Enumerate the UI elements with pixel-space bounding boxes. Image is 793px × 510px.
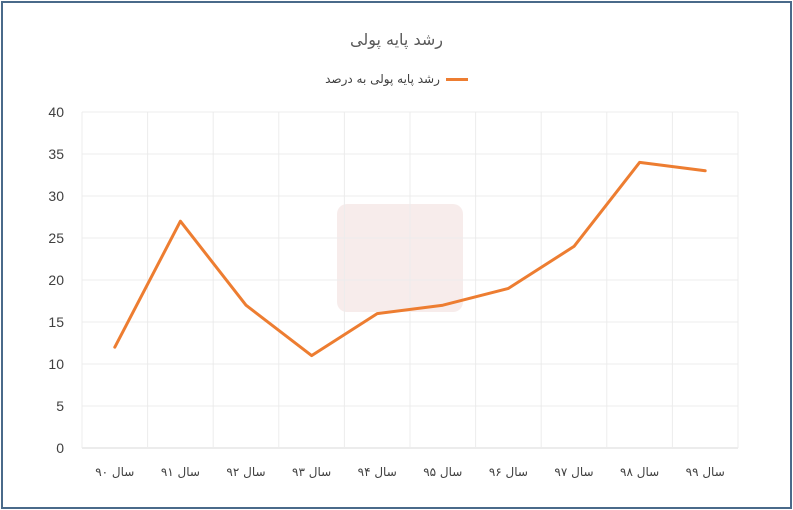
data-point [704,169,707,172]
chart-title: رشد پایه پولی [350,30,443,49]
data-point [376,312,379,315]
y-tick-label: 10 [48,356,64,372]
data-point [507,287,510,290]
data-point [244,304,248,307]
x-tick-label: سال ۹۷ [554,465,593,479]
x-tick-label: سال ۹۶ [489,465,528,479]
y-tick-label: 15 [48,314,64,330]
data-point [638,161,641,164]
data-point [572,245,576,248]
tasnim-logo-watermark [337,204,463,312]
y-tick-label: 35 [48,146,64,162]
x-tick-label: سال ۹۸ [620,465,659,479]
legend-label: رشد پایه پولی به درصد [325,72,440,86]
x-tick-label: سال ۹۱ [161,465,200,479]
y-tick-label: 25 [48,230,64,246]
data-point [310,354,313,357]
y-axis-ticks: 0 5 10 15 20 25 30 35 40 [48,104,64,456]
x-tick-label: سال ۹۲ [226,465,265,479]
x-tick-label: سال ۹۳ [292,465,331,479]
x-tick-label: سال ۹۴ [358,465,397,479]
legend-swatch [445,77,468,81]
series-line [113,160,707,358]
series-layer [113,160,707,358]
x-tick-label: سال ۹۰ [95,465,134,479]
y-tick-label: 40 [48,104,64,120]
chart-legend: رشد پایه پولی به درصد [0,72,793,86]
y-tick-label: 30 [48,188,64,204]
x-axis-ticks: سال ۹۰ سال ۹۱ سال ۹۲ سال ۹۳ سال ۹۴ سال ۹۵ سال … [95,465,725,479]
data-point [113,346,117,349]
grid-lines [81,111,739,449]
y-tick-label: 20 [48,272,64,288]
data-point [179,220,182,223]
x-tick-label: سال ۹۵ [423,465,462,479]
y-tick-label: 0 [56,440,64,456]
y-tick-label: 5 [56,398,64,414]
x-tick-label: سال ۹۹ [686,465,725,479]
data-point [441,304,444,307]
